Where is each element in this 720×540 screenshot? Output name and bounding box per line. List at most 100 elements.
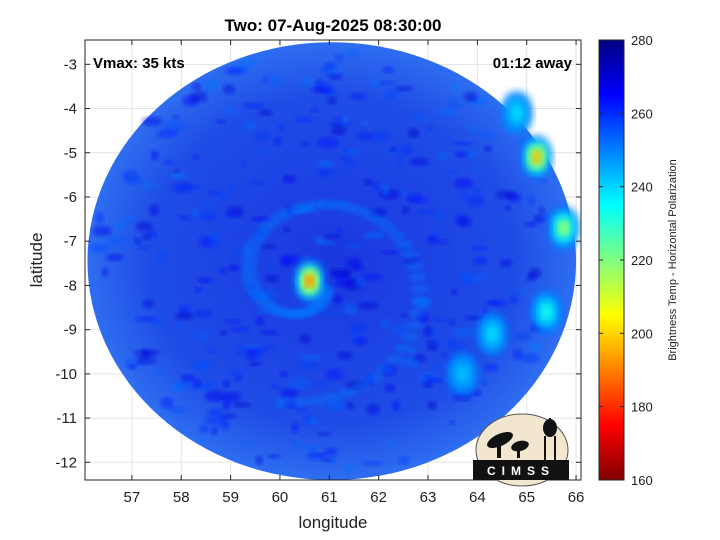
spiral-band	[291, 397, 310, 408]
texture-speck	[395, 85, 414, 92]
texture-speck	[178, 304, 191, 317]
texture-speck	[267, 454, 281, 459]
texture-speck	[366, 403, 380, 415]
texture-speck	[539, 178, 548, 184]
texture-speck	[170, 171, 187, 180]
texture-speck	[345, 401, 355, 410]
texture-speck	[148, 204, 160, 216]
colorbar-ticks: 160 180 200 220 240 260 280	[599, 33, 653, 488]
x-tick-label: 58	[173, 489, 190, 506]
texture-speck	[448, 101, 463, 109]
spiral-band	[307, 395, 326, 406]
texture-speck	[155, 253, 165, 266]
texture-speck	[479, 378, 488, 387]
texture-speck	[190, 384, 212, 389]
y-axis-label: latitude	[27, 233, 46, 288]
texture-speck	[264, 274, 279, 283]
texture-speck	[380, 318, 389, 328]
spiral-band	[394, 239, 413, 250]
texture-speck	[331, 125, 347, 136]
texture-speck	[205, 189, 221, 196]
texture-speck	[168, 405, 186, 414]
texture-speck	[151, 316, 165, 325]
texture-speck	[199, 424, 209, 434]
texture-speck	[371, 78, 379, 89]
texture-speck	[174, 379, 195, 390]
texture-speck	[481, 307, 489, 315]
texture-speck	[325, 368, 344, 381]
texture-speck	[443, 169, 459, 174]
texture-speck	[436, 151, 449, 160]
texture-speck	[88, 243, 111, 254]
texture-speck	[155, 366, 163, 376]
texture-speck	[449, 420, 456, 425]
texture-speck	[240, 441, 254, 447]
feature-rainband-east-4	[487, 327, 497, 341]
texture-speck	[269, 383, 280, 390]
texture-speck	[506, 289, 518, 295]
texture-speck	[451, 82, 461, 94]
texture-speck	[222, 380, 231, 389]
texture-speck	[232, 402, 251, 408]
feature-rainband-east-3	[541, 305, 552, 319]
texture-speck	[227, 184, 235, 195]
texture-speck	[363, 179, 374, 186]
y-tick-label: -12	[55, 454, 77, 471]
texture-speck	[127, 240, 136, 247]
texture-speck	[440, 352, 448, 359]
texture-speck	[317, 137, 339, 149]
spiral-band	[275, 397, 294, 408]
texture-speck	[429, 329, 439, 339]
spiral-band	[405, 320, 424, 331]
texture-speck	[197, 277, 213, 284]
y-tick-label: -8	[64, 277, 77, 294]
texture-speck	[249, 180, 267, 186]
texture-speck	[407, 128, 420, 139]
texture-speck	[220, 417, 230, 430]
texture-speck	[400, 313, 409, 318]
spiral-band	[375, 364, 394, 375]
texture-speck	[433, 209, 445, 222]
texture-speck	[215, 119, 226, 124]
texture-speck	[464, 315, 486, 321]
texture-speck	[153, 183, 165, 189]
spiral-band	[400, 249, 419, 260]
y-tick-label: -9	[64, 322, 77, 339]
data-layer	[87, 42, 580, 480]
texture-speck	[357, 132, 374, 141]
texture-speck	[262, 74, 269, 84]
texture-speck	[167, 214, 183, 219]
texture-speck	[193, 309, 213, 318]
texture-speck	[180, 184, 202, 190]
texture-speck	[218, 267, 227, 275]
colorbar-tick-label: 280	[631, 33, 653, 48]
texture-speck	[532, 214, 546, 224]
texture-speck	[173, 169, 180, 174]
y-ticks: -3 -4 -5 -6 -7 -8 -9 -10 -11 -12	[55, 56, 581, 471]
texture-speck	[463, 91, 478, 102]
spiral-band	[393, 343, 412, 354]
texture-speck	[323, 310, 343, 316]
texture-speck	[455, 151, 468, 158]
texture-speck	[191, 83, 202, 90]
texture-speck	[137, 245, 150, 251]
texture-speck	[223, 212, 242, 219]
texture-speck	[311, 107, 319, 113]
texture-speck	[389, 146, 398, 152]
texture-speck	[258, 109, 273, 117]
texture-speck	[382, 66, 395, 73]
texture-speck	[202, 79, 221, 92]
x-axis-label: longitude	[298, 513, 367, 532]
texture-speck	[449, 319, 456, 326]
texture-speck	[260, 329, 279, 336]
texture-speck	[282, 174, 296, 184]
texture-speck	[499, 259, 513, 268]
x-tick-label: 60	[272, 489, 289, 506]
texture-speck	[224, 105, 236, 116]
texture-speck	[174, 312, 194, 320]
texture-speck	[316, 160, 335, 169]
texture-speck	[228, 264, 241, 272]
logo-text: CIMSS	[487, 464, 555, 478]
texture-speck	[204, 416, 224, 425]
texture-speck	[288, 378, 310, 390]
